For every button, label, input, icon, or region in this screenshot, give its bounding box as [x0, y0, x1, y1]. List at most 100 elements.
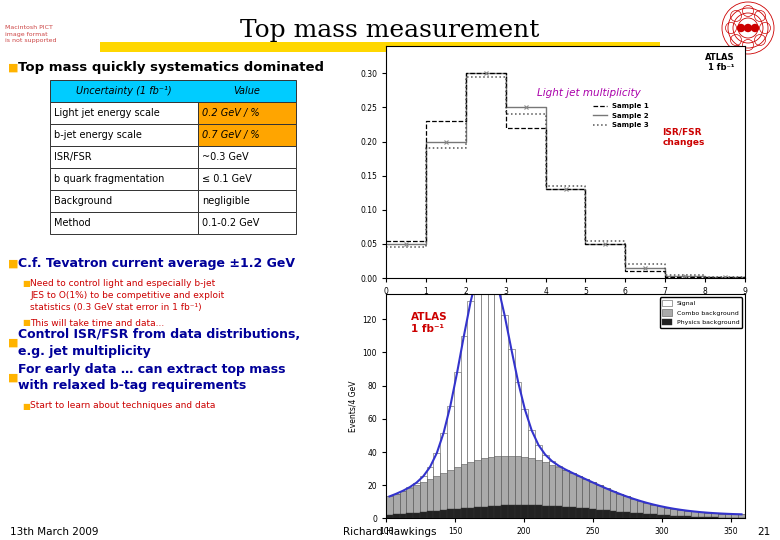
Text: Uncertainty (1 fb⁻¹): Uncertainty (1 fb⁻¹) — [76, 86, 172, 96]
Text: ■: ■ — [8, 63, 19, 73]
Bar — [495, 456, 502, 518]
Bar — [542, 505, 548, 518]
Bar — [677, 516, 684, 518]
Text: ATLAS
1 fb⁻¹: ATLAS 1 fb⁻¹ — [411, 312, 448, 334]
Text: b quark fragmentation: b quark fragmentation — [54, 174, 165, 184]
Bar — [555, 467, 562, 518]
Bar — [738, 514, 745, 518]
Bar — [596, 510, 603, 518]
Bar — [569, 473, 576, 518]
Bar — [50, 124, 198, 146]
Bar — [548, 461, 555, 518]
Text: ■: ■ — [8, 259, 19, 269]
Text: C.f. Tevatron current average ±1.2 GeV: C.f. Tevatron current average ±1.2 GeV — [18, 258, 295, 271]
Bar — [406, 487, 413, 518]
Bar — [657, 506, 664, 518]
Bar — [671, 509, 677, 518]
Bar — [460, 335, 467, 518]
Bar — [629, 499, 636, 518]
Bar — [481, 507, 488, 518]
Bar — [386, 496, 393, 518]
Bar — [420, 512, 427, 518]
Bar — [711, 513, 718, 518]
Bar — [629, 513, 636, 518]
Bar — [447, 509, 454, 518]
Bar — [50, 168, 198, 190]
Bar — [447, 406, 454, 518]
Bar — [616, 494, 623, 518]
Bar — [488, 267, 495, 518]
Text: ISR/FSR: ISR/FSR — [54, 152, 91, 162]
Bar — [657, 506, 664, 518]
Text: ■: ■ — [8, 338, 19, 348]
Bar — [420, 476, 427, 518]
Bar — [589, 482, 596, 518]
Bar — [393, 494, 399, 518]
Bar — [50, 190, 198, 212]
Bar — [413, 483, 420, 518]
Bar — [508, 456, 515, 518]
Bar — [427, 479, 434, 518]
Bar — [583, 508, 589, 518]
Bar — [616, 511, 623, 518]
Bar — [684, 511, 691, 518]
Text: Hadronic top mass, 1-btag events: Hadronic top mass, 1-btag events — [520, 240, 710, 250]
Bar — [198, 146, 296, 168]
Bar — [697, 512, 704, 518]
Bar — [447, 470, 454, 518]
Bar — [413, 485, 420, 518]
Bar — [562, 469, 569, 518]
Bar — [548, 464, 555, 518]
Text: ■: ■ — [22, 279, 30, 288]
Bar — [535, 460, 542, 518]
Bar — [198, 102, 296, 124]
Text: This will take time and data...: This will take time and data... — [30, 319, 165, 327]
Bar — [50, 102, 198, 124]
Bar — [522, 505, 528, 518]
Bar — [399, 491, 406, 518]
Bar — [697, 512, 704, 518]
Bar — [393, 515, 399, 518]
Bar — [650, 515, 657, 518]
Bar — [50, 80, 296, 102]
Bar — [50, 146, 198, 168]
Bar — [406, 514, 413, 518]
Text: Background: Background — [54, 196, 112, 206]
Bar — [50, 212, 198, 234]
Circle shape — [738, 24, 744, 31]
Text: ISR/FSR
changes: ISR/FSR changes — [662, 127, 705, 146]
Bar — [704, 517, 711, 518]
Bar — [467, 462, 474, 518]
Text: Control ISR/FSR from data distributions,
e.g. jet multiplicity: Control ISR/FSR from data distributions,… — [18, 328, 300, 357]
Bar — [609, 491, 616, 518]
Bar — [386, 496, 393, 518]
Text: Richard Hawkings: Richard Hawkings — [343, 527, 437, 537]
Bar — [711, 513, 718, 518]
Bar — [413, 512, 420, 518]
Bar — [467, 301, 474, 518]
Bar — [704, 512, 711, 518]
Text: Light jet multiplicity: Light jet multiplicity — [537, 87, 640, 98]
Bar — [440, 510, 447, 518]
Text: 0.2 GeV / %: 0.2 GeV / % — [202, 108, 260, 118]
Bar — [636, 514, 643, 518]
Bar — [704, 512, 711, 518]
Bar — [644, 503, 650, 518]
Bar — [589, 509, 596, 518]
Bar — [542, 462, 548, 518]
Bar — [502, 505, 508, 518]
Bar — [589, 482, 596, 518]
Bar — [623, 496, 629, 518]
Text: Light jet energy scale: Light jet energy scale — [54, 108, 160, 118]
Bar — [460, 508, 467, 518]
Bar — [198, 212, 296, 234]
Bar — [603, 488, 609, 518]
Bar — [495, 286, 502, 518]
Bar — [440, 433, 447, 518]
Bar — [671, 509, 677, 518]
Bar — [623, 512, 629, 518]
Text: ATLAS
1 fb⁻¹: ATLAS 1 fb⁻¹ — [704, 53, 734, 72]
Bar — [535, 445, 542, 518]
Text: negligible: negligible — [202, 196, 250, 206]
Bar — [677, 510, 684, 518]
